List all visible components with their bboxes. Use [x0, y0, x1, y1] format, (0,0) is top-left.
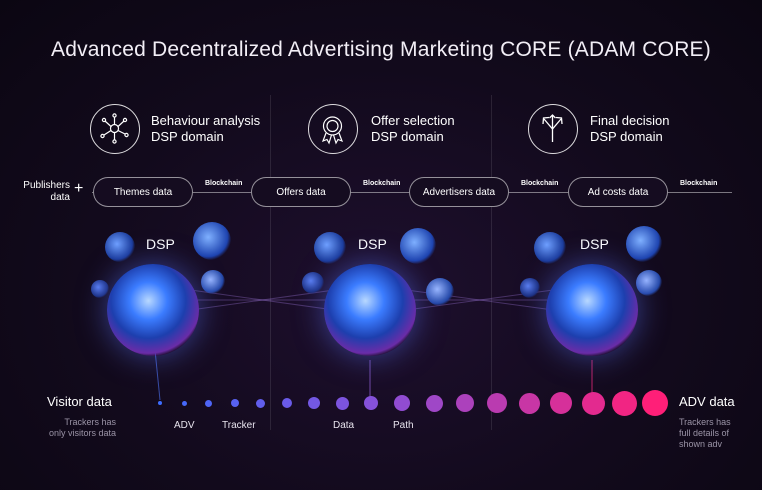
timeline-dot	[425, 394, 443, 412]
publishers-label: Publishers data	[23, 180, 70, 203]
timeline-label-data: Data	[333, 420, 355, 431]
split-arrows-icon	[528, 104, 578, 154]
timeline-label-adv: ADV	[174, 420, 195, 431]
blockchain-label: Blockchain	[205, 180, 243, 187]
column-divider	[491, 95, 492, 430]
blockchain-label: Blockchain	[680, 180, 718, 187]
timeline-dot	[231, 399, 239, 407]
stage-domain: DSP domain	[371, 129, 444, 144]
timeline-dot	[581, 391, 605, 415]
blockchain-label: Blockchain	[363, 180, 401, 187]
stage-title: Behaviour analysis	[151, 113, 261, 128]
pill-themes-data: Themes data	[93, 177, 193, 207]
timeline-dot	[642, 390, 668, 416]
stage-title: Final decision	[590, 113, 670, 128]
pill-advertisers-data: Advertisers data	[409, 177, 509, 207]
adv-data-note: Trackers has full details of shown adv	[679, 417, 731, 449]
timeline-label-path: Path	[393, 420, 414, 431]
timeline-label-tracker: Tracker	[222, 420, 256, 431]
visitor-data-title: Visitor data	[47, 394, 112, 409]
timeline-dot	[181, 400, 187, 406]
timeline-dot	[255, 398, 265, 408]
page-title: Advanced Decentralized Advertising Marke…	[51, 38, 711, 61]
blockchain-label: Blockchain	[521, 180, 559, 187]
pill-ad-costs-data: Ad costs data	[568, 177, 668, 207]
timeline-dot	[487, 393, 507, 413]
column-divider	[270, 95, 271, 430]
stage-domain: DSP domain	[151, 129, 224, 144]
dsp-label: DSP	[580, 236, 609, 252]
dsp-globe-cluster	[520, 222, 678, 372]
timeline-dot	[335, 396, 349, 410]
plus-sign: +	[74, 180, 84, 197]
timeline-dot	[518, 392, 540, 414]
visitor-data-note: Trackers has only visitors data	[48, 417, 116, 438]
network-nodes-icon	[90, 104, 140, 154]
timeline-dot	[282, 398, 292, 408]
timeline-dot	[158, 401, 162, 405]
award-badge-icon	[308, 104, 358, 154]
dsp-globe-cluster	[91, 222, 245, 372]
pill-offers-data: Offers data	[251, 177, 351, 207]
dsp-globe-cluster	[302, 222, 458, 372]
stage-domain: DSP domain	[590, 129, 663, 144]
timeline-dot	[204, 399, 212, 407]
timeline-dot	[456, 394, 474, 412]
stage-title: Offer selection	[371, 113, 455, 128]
timeline-dot	[394, 395, 410, 411]
timeline-dot	[308, 397, 320, 409]
adv-data-title: ADV data	[679, 394, 735, 409]
timeline-dot	[611, 390, 637, 416]
timeline-dot	[550, 392, 572, 414]
dsp-label: DSP	[146, 236, 175, 252]
timeline-dot	[364, 396, 378, 410]
dsp-label: DSP	[358, 236, 387, 252]
